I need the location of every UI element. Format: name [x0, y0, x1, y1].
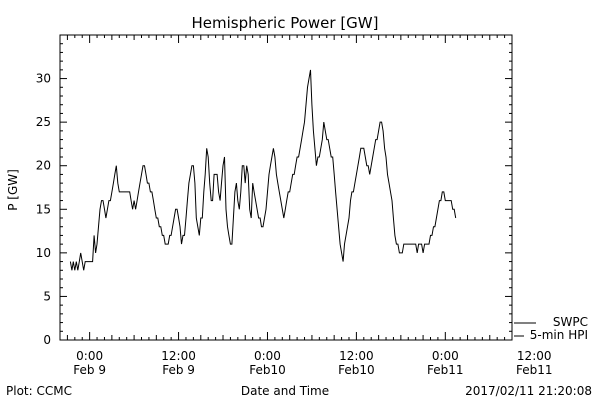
- y-axis: 0 5 10 15 20 25 30: [36, 34, 512, 347]
- x-tick-label-time: 0:00: [254, 349, 281, 363]
- y-tick-label: 20: [36, 159, 51, 173]
- x-tick-label-time: 12:00: [339, 349, 374, 363]
- x-tick-label-date: Feb10: [338, 363, 375, 377]
- plot-timestamp: 2017/02/11 21:20:08: [465, 384, 592, 398]
- x-axis-label: Date and Time: [241, 384, 329, 398]
- y-axis-label: P [GW]: [6, 169, 20, 211]
- y-tick-label: 0: [43, 333, 51, 347]
- x-tick-label-date: Feb11: [516, 363, 553, 377]
- legend-label-hpi: 5-min HPI: [530, 328, 588, 342]
- plot-frame: [59, 34, 513, 341]
- y-tick-label: 25: [36, 115, 51, 129]
- legend: SWPC 5-min HPI: [514, 315, 588, 342]
- x-tick-label-time: 0:00: [432, 349, 459, 363]
- x-tick-label-time: 12:00: [517, 349, 552, 363]
- x-tick-label-date: Feb10: [249, 363, 286, 377]
- x-tick-label-date: Feb 9: [162, 363, 195, 377]
- x-tick-label-date: Feb 9: [73, 363, 106, 377]
- legend-label-swpc: SWPC: [553, 315, 588, 329]
- y-tick-label: 10: [36, 246, 51, 260]
- x-tick-label-date: Feb11: [427, 363, 464, 377]
- chart-title: Hemispheric Power [GW]: [192, 14, 379, 32]
- series-line-swpc: [69, 69, 457, 271]
- y-tick-label: 30: [36, 72, 51, 86]
- x-tick-label-time: 12:00: [161, 349, 196, 363]
- plot-credit: Plot: CCMC: [6, 384, 72, 398]
- y-tick-label: 15: [36, 202, 51, 216]
- y-tick-label: 5: [43, 289, 51, 303]
- x-tick-label-time: 0:00: [76, 349, 103, 363]
